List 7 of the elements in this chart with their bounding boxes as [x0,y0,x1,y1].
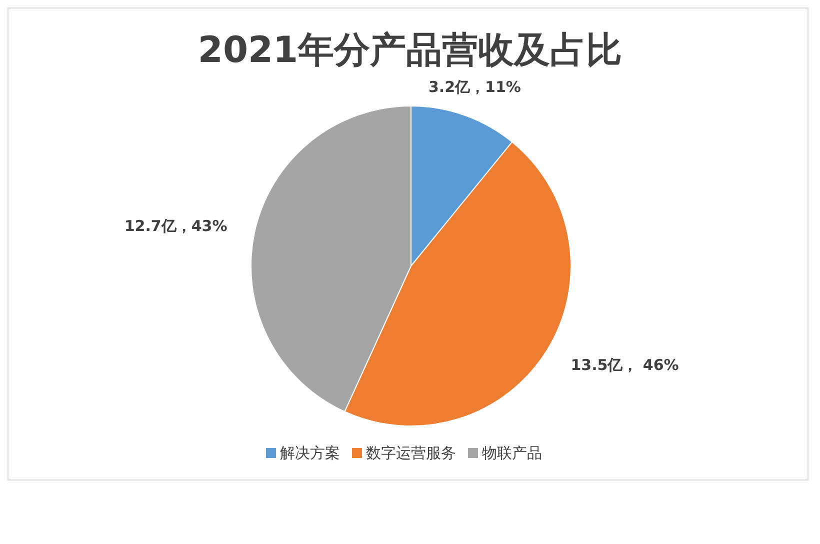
data-label: 12.7亿，43% [124,217,228,236]
data-label: 3.2亿，11% [428,78,521,96]
legend-label: 物联产品 [482,444,542,462]
legend-label: 解决方案 [280,444,340,462]
legend-label: 数字运营服务 [366,444,456,462]
data-label: 13.5亿， 46% [570,356,679,374]
chart-title: 2021年分产品营收及占比 [198,30,622,71]
